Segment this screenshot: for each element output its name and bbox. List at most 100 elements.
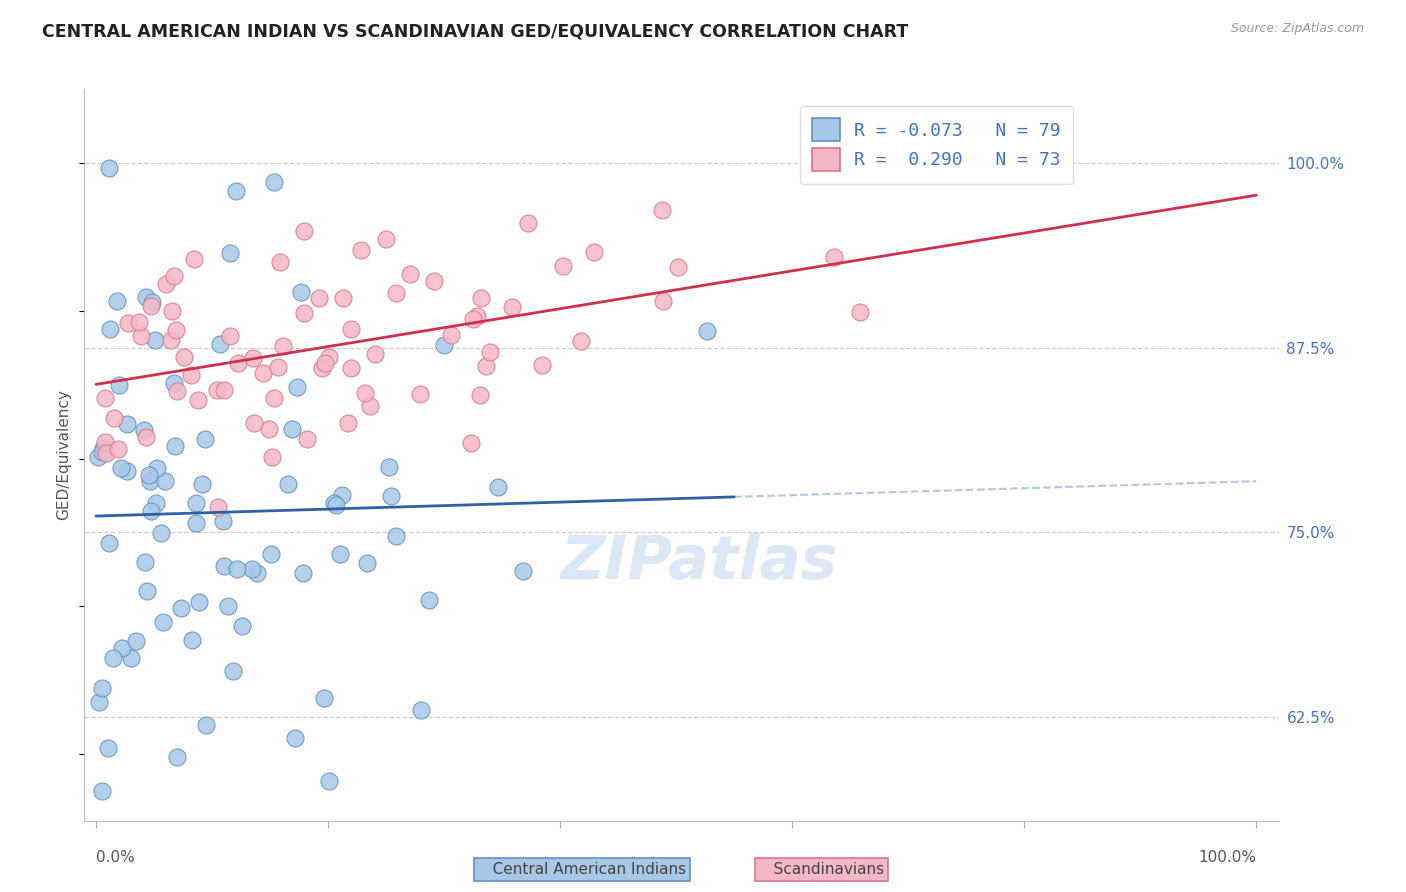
Point — [207, 383, 229, 397]
Point — [311, 361, 333, 376]
Point — [269, 255, 291, 269]
Point — [318, 774, 340, 789]
Point — [187, 594, 209, 608]
Point — [211, 514, 233, 528]
Point — [94, 446, 117, 460]
Point — [212, 384, 235, 398]
Point — [217, 599, 239, 613]
Point — [107, 377, 129, 392]
Point — [418, 593, 440, 607]
Point — [218, 246, 240, 260]
Point — [314, 355, 336, 369]
Point — [290, 285, 312, 299]
Point — [94, 434, 117, 449]
Point — [364, 346, 387, 360]
Y-axis label: GED/Equivalency: GED/Equivalency — [56, 390, 72, 520]
Point — [359, 399, 381, 413]
Point — [138, 475, 160, 489]
Point — [166, 384, 188, 398]
Point — [231, 619, 253, 633]
Legend: R = -0.073   N = 79, R =  0.290   N = 73: R = -0.073 N = 79, R = 0.290 N = 73 — [800, 105, 1073, 184]
Point — [440, 327, 463, 342]
Point — [328, 547, 350, 561]
Point — [187, 392, 209, 407]
Point — [91, 441, 114, 455]
Point — [652, 293, 675, 308]
Point — [226, 356, 249, 370]
Point — [181, 632, 204, 647]
Point — [143, 333, 166, 347]
Point — [423, 273, 446, 287]
Point — [470, 291, 492, 305]
Point — [271, 339, 294, 353]
Point — [475, 359, 498, 373]
Point — [267, 359, 290, 374]
Point — [516, 216, 538, 230]
Point — [117, 316, 139, 330]
Point — [285, 380, 308, 394]
Point — [152, 615, 174, 630]
Point — [336, 416, 359, 430]
Point — [111, 641, 134, 656]
Point — [87, 450, 110, 464]
Point — [207, 500, 229, 515]
Point — [155, 277, 177, 291]
Point — [212, 559, 235, 574]
Point — [551, 259, 574, 273]
Point — [98, 322, 121, 336]
Point — [160, 304, 183, 318]
Point — [323, 496, 346, 510]
Point — [651, 202, 673, 217]
Point — [191, 476, 214, 491]
Point — [312, 690, 335, 705]
Point — [465, 309, 488, 323]
Text: Scandinavians: Scandinavians — [759, 863, 884, 877]
Point — [582, 245, 605, 260]
Point — [353, 386, 375, 401]
Point — [478, 345, 501, 359]
Point — [146, 461, 169, 475]
Point — [501, 301, 523, 315]
Point — [332, 291, 354, 305]
Text: CENTRAL AMERICAN INDIAN VS SCANDINAVIAN GED/EQUIVALENCY CORRELATION CHART: CENTRAL AMERICAN INDIAN VS SCANDINAVIAN … — [42, 22, 908, 40]
Point — [90, 681, 112, 695]
Point — [277, 477, 299, 491]
Point — [260, 450, 283, 464]
Point — [115, 464, 138, 478]
Point — [308, 291, 330, 305]
Point — [184, 516, 207, 531]
Point — [385, 286, 408, 301]
Point — [339, 361, 361, 376]
Point — [409, 703, 432, 717]
Point — [96, 741, 118, 756]
Point — [180, 368, 202, 383]
Point — [460, 436, 482, 450]
Point — [292, 224, 315, 238]
Point — [135, 584, 157, 599]
Point — [350, 243, 373, 257]
Point — [225, 562, 247, 576]
Point — [107, 442, 129, 457]
Point — [125, 634, 148, 648]
Point — [186, 496, 208, 510]
Point — [98, 535, 121, 549]
Point — [339, 322, 361, 336]
Point — [163, 376, 186, 390]
Point — [173, 350, 195, 364]
Point — [385, 529, 408, 543]
Point — [165, 323, 187, 337]
Point — [150, 526, 173, 541]
Point — [284, 731, 307, 745]
Point — [141, 294, 163, 309]
Point — [139, 504, 162, 518]
Point — [115, 417, 138, 432]
Point — [242, 417, 264, 431]
Point — [139, 299, 162, 313]
Point — [219, 328, 242, 343]
Point — [240, 562, 263, 576]
Point — [209, 336, 232, 351]
Point — [101, 651, 124, 665]
Point — [295, 433, 318, 447]
Point — [194, 432, 217, 446]
Point — [666, 260, 689, 274]
